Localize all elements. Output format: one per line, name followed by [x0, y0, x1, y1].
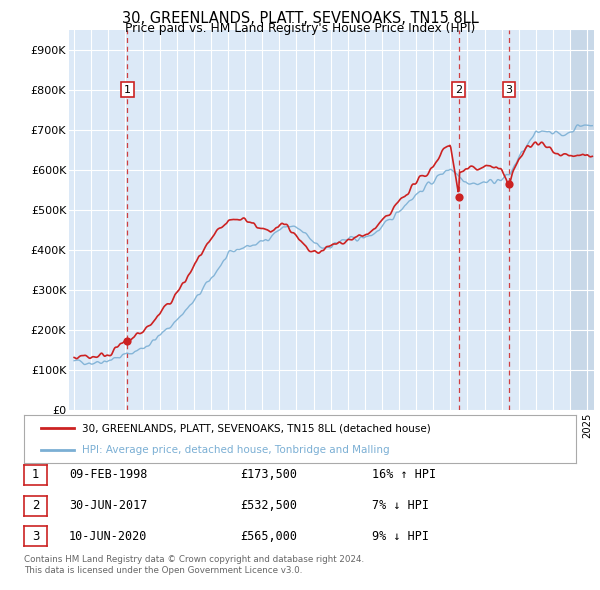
Text: 2: 2	[455, 84, 463, 94]
Text: This data is licensed under the Open Government Licence v3.0.: This data is licensed under the Open Gov…	[24, 566, 302, 575]
Text: Price paid vs. HM Land Registry's House Price Index (HPI): Price paid vs. HM Land Registry's House …	[125, 22, 475, 35]
Text: £173,500: £173,500	[240, 468, 297, 481]
Point	[505, 179, 514, 188]
Text: 1: 1	[124, 84, 131, 94]
Text: 30-JUN-2017: 30-JUN-2017	[69, 499, 148, 512]
Text: £532,500: £532,500	[240, 499, 297, 512]
Point	[122, 336, 132, 345]
Text: 3: 3	[506, 84, 512, 94]
Text: 30, GREENLANDS, PLATT, SEVENOAKS, TN15 8LL (detached house): 30, GREENLANDS, PLATT, SEVENOAKS, TN15 8…	[82, 423, 431, 433]
Text: 16% ↑ HPI: 16% ↑ HPI	[372, 468, 436, 481]
Text: 9% ↓ HPI: 9% ↓ HPI	[372, 530, 429, 543]
Text: £565,000: £565,000	[240, 530, 297, 543]
Text: 2: 2	[32, 499, 39, 512]
Text: 7% ↓ HPI: 7% ↓ HPI	[372, 499, 429, 512]
Text: Contains HM Land Registry data © Crown copyright and database right 2024.: Contains HM Land Registry data © Crown c…	[24, 555, 364, 563]
Text: 30, GREENLANDS, PLATT, SEVENOAKS, TN15 8LL: 30, GREENLANDS, PLATT, SEVENOAKS, TN15 8…	[122, 11, 478, 25]
Text: HPI: Average price, detached house, Tonbridge and Malling: HPI: Average price, detached house, Tonb…	[82, 445, 389, 455]
Text: 3: 3	[32, 530, 39, 543]
Text: 1: 1	[32, 468, 39, 481]
Text: 09-FEB-1998: 09-FEB-1998	[69, 468, 148, 481]
Bar	[570, 30, 600, 410]
Text: 10-JUN-2020: 10-JUN-2020	[69, 530, 148, 543]
Point	[454, 192, 464, 201]
